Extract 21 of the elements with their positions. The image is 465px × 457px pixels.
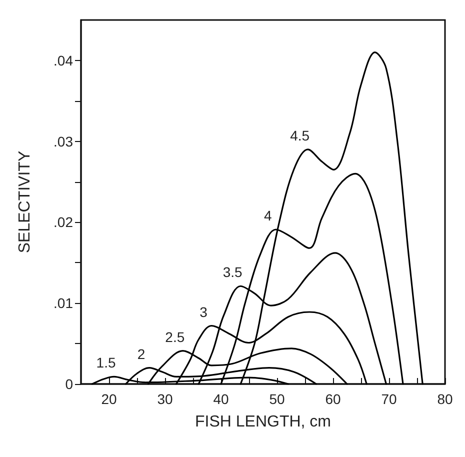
- series-label: 1.5: [96, 354, 116, 371]
- y-tick-label: 0: [65, 376, 74, 392]
- y-tick-label: .04: [54, 52, 74, 68]
- x-tick-label: 40: [213, 391, 229, 407]
- x-axis-title: FISH LENGTH, cm: [194, 414, 332, 430]
- series-label: 3.5: [222, 264, 243, 280]
- series-label: 3: [200, 304, 208, 320]
- series-label: 4.5: [290, 127, 310, 144]
- series-label: 2: [137, 346, 146, 362]
- x-tick-label: 50: [269, 391, 285, 407]
- series-label: 4: [264, 208, 272, 224]
- x-tick-label: 20: [101, 391, 117, 407]
- x-tick-label: 30: [157, 391, 173, 407]
- series-label: 2.5: [165, 328, 185, 345]
- y-tick-label: .02: [54, 214, 74, 230]
- y-axis-title: SELECTIVITY: [16, 150, 34, 254]
- x-tick-label: 70: [381, 391, 397, 407]
- y-tick-label: .01: [54, 295, 74, 312]
- x-tick-label: 80: [437, 391, 453, 407]
- x-tick-label: 60: [325, 391, 341, 407]
- y-tick-label: .03: [54, 133, 74, 150]
